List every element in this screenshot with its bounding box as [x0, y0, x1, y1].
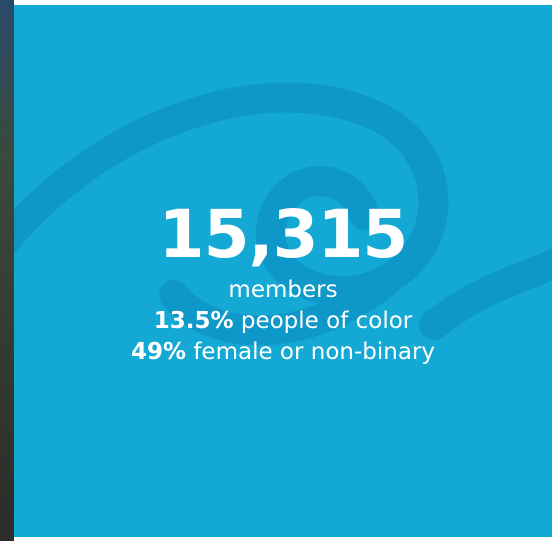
stat-panel: 15,315 members 13.5% people of color 49%…	[14, 5, 552, 537]
stat-text: people of color	[241, 308, 412, 334]
screen: 15,315 members 13.5% people of color 49%…	[0, 0, 552, 541]
member-label: members	[14, 275, 552, 306]
stat-text: female or non-binary	[193, 339, 435, 365]
stat-content: 15,315 members 13.5% people of color 49%…	[14, 195, 552, 368]
stat-line: 49% female or non-binary	[14, 337, 552, 368]
stat-line: 13.5% people of color	[14, 306, 552, 337]
side-photo	[0, 0, 14, 541]
member-count: 15,315	[14, 195, 552, 275]
stat-bold: 13.5%	[154, 308, 234, 334]
stat-bold: 49%	[131, 339, 186, 365]
